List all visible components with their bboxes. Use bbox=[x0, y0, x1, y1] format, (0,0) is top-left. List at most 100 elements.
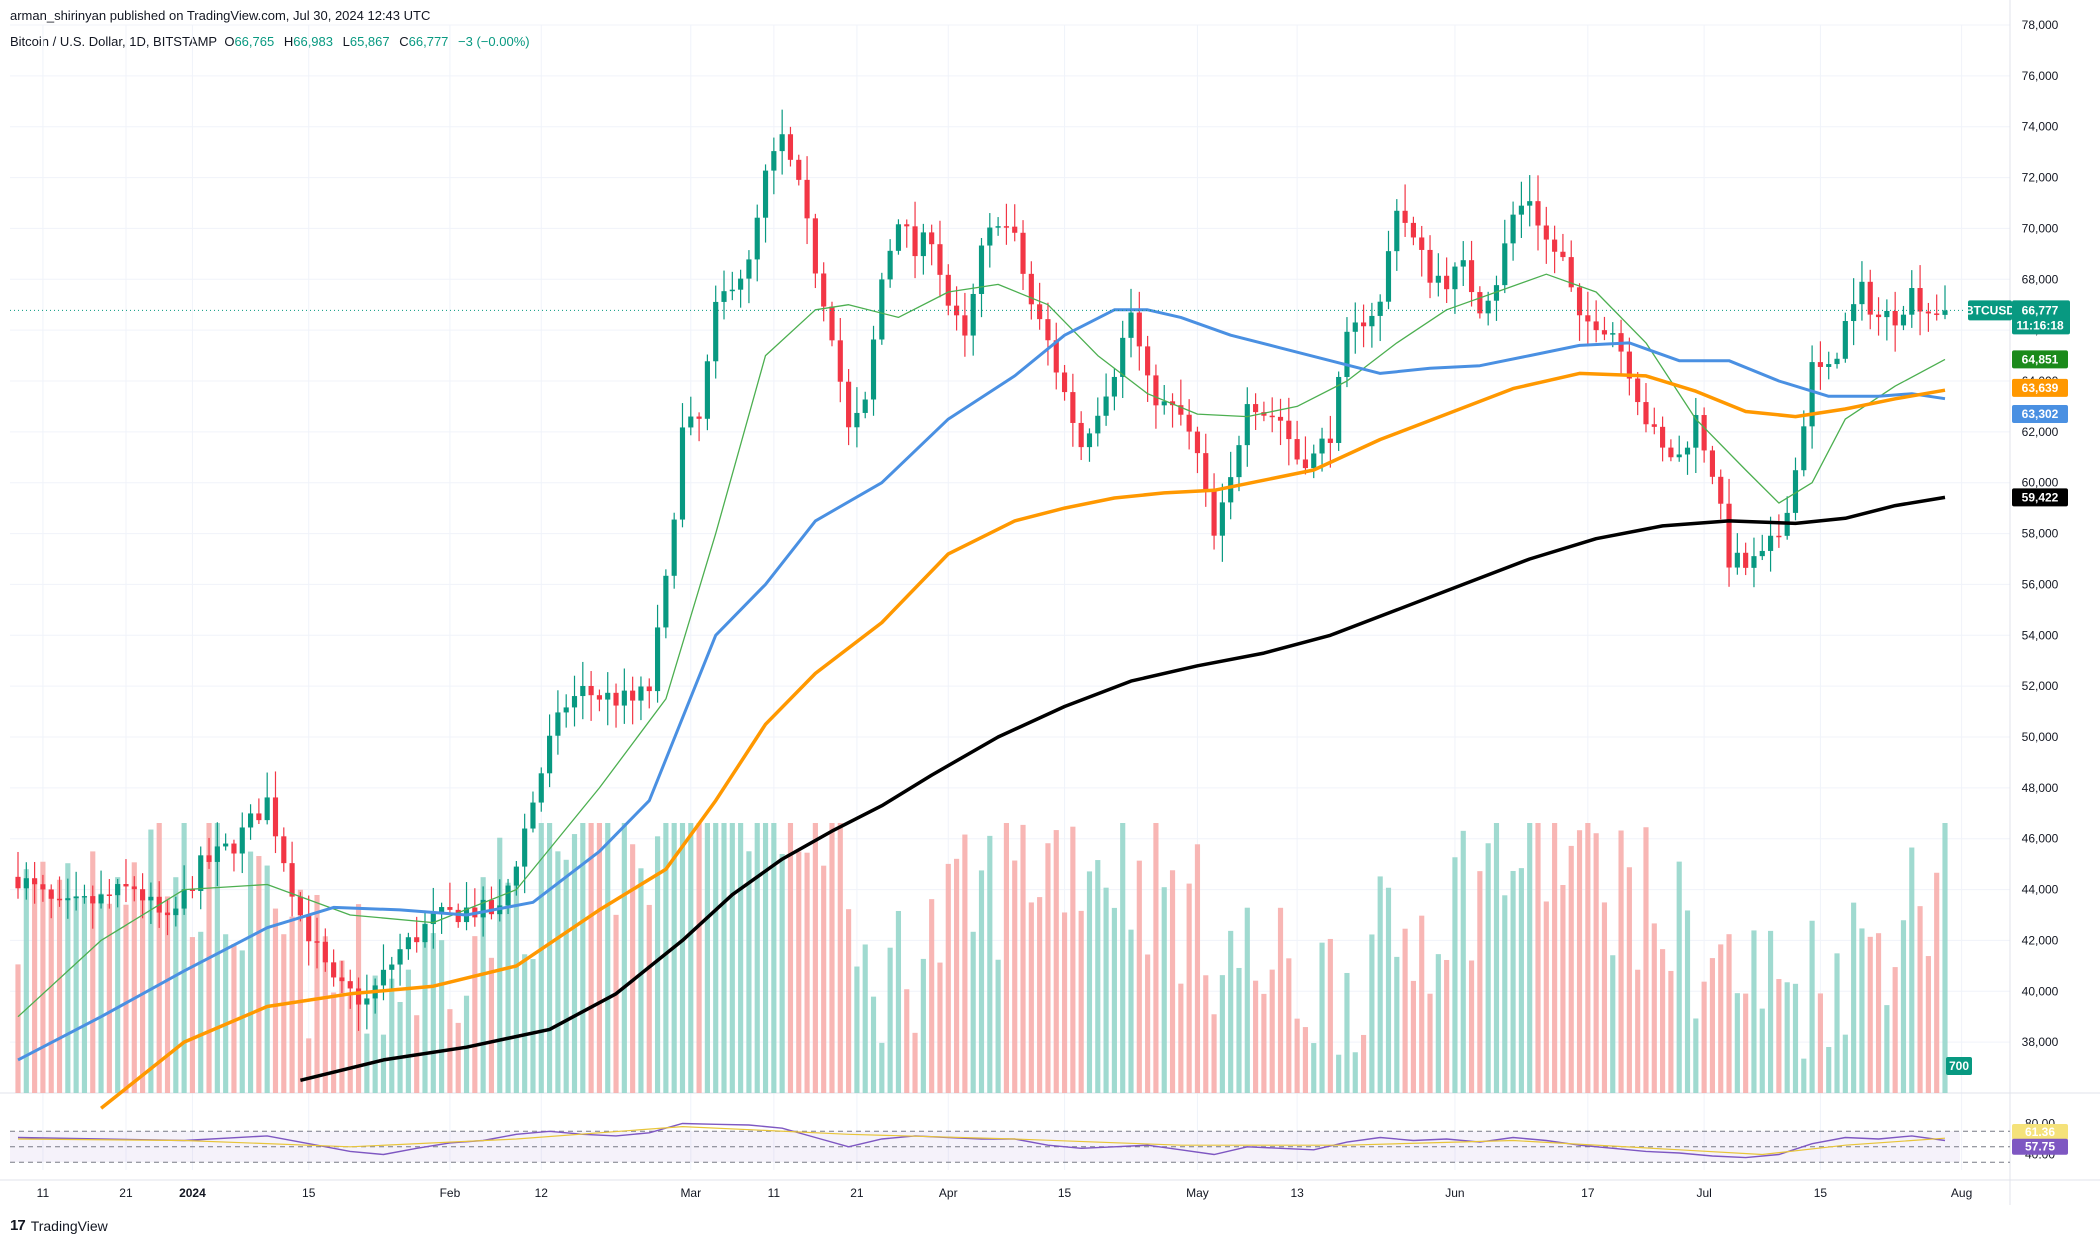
price-tick-label: 42,000 bbox=[2022, 933, 2059, 947]
volume-bar bbox=[1767, 930, 1774, 1093]
volume-bar bbox=[98, 893, 104, 1093]
candle-body bbox=[1111, 376, 1117, 397]
candle-body bbox=[837, 340, 843, 382]
volume-bar bbox=[638, 868, 644, 1093]
candle-body bbox=[15, 876, 21, 889]
date-tick-label: 11 bbox=[768, 1186, 781, 1200]
candle-body bbox=[1917, 288, 1923, 312]
candle-body bbox=[73, 896, 79, 899]
candle-body bbox=[1203, 453, 1209, 491]
price-tick-label: 50,000 bbox=[2022, 730, 2059, 744]
candle-body bbox=[98, 894, 104, 904]
volume-bar bbox=[1095, 860, 1101, 1093]
rsi-ma-line bbox=[17, 1125, 1946, 1156]
rsi-tag: 57.75 bbox=[2025, 1140, 2055, 1154]
candle-body bbox=[970, 293, 976, 336]
volume-bar bbox=[314, 894, 320, 1093]
volume-bar bbox=[123, 904, 129, 1093]
candle-body bbox=[654, 627, 661, 692]
candle-body bbox=[1377, 301, 1383, 316]
volume-bar bbox=[1925, 956, 1931, 1093]
low-value: 65,867 bbox=[349, 34, 390, 49]
candle-body bbox=[1668, 447, 1674, 458]
candle-body bbox=[920, 232, 926, 257]
candle-body bbox=[1892, 310, 1898, 326]
volume-bar bbox=[106, 903, 112, 1093]
volume-bar bbox=[1145, 954, 1151, 1093]
volume-tag: 700 bbox=[1949, 1059, 1969, 1073]
ma200-tag-bg bbox=[2012, 488, 2068, 507]
candle-body bbox=[945, 274, 951, 306]
volume-bar bbox=[1942, 823, 1948, 1093]
candle-body bbox=[32, 878, 38, 885]
date-tick-label: 15 bbox=[302, 1186, 316, 1200]
volume-bar bbox=[223, 934, 229, 1093]
volume-bar bbox=[1651, 923, 1657, 1093]
candle-body bbox=[704, 361, 710, 419]
candle-body bbox=[746, 259, 752, 279]
volume-bar bbox=[90, 851, 96, 1093]
volume-bar bbox=[895, 910, 902, 1093]
volume-bar bbox=[1352, 1052, 1358, 1093]
volume-bar bbox=[81, 897, 88, 1093]
symbol-legend[interactable]: Bitcoin / U.S. Dollar, 1D, BITSTAMP O66,… bbox=[10, 34, 536, 49]
candle-body bbox=[48, 889, 54, 899]
price-tick-label: 60,000 bbox=[2022, 476, 2059, 490]
volume-bar bbox=[1294, 1018, 1300, 1093]
candle-body bbox=[1518, 205, 1524, 215]
volume-bar bbox=[380, 1034, 387, 1093]
rsi-ma-tag: 61.36 bbox=[2025, 1125, 2055, 1139]
volume-bar bbox=[306, 1038, 312, 1093]
candle-body bbox=[214, 846, 220, 862]
volume-bar bbox=[738, 823, 744, 1093]
volume-bar bbox=[547, 823, 553, 1093]
candle-body bbox=[937, 244, 943, 275]
date-tick-label: 13 bbox=[1290, 1186, 1304, 1200]
date-tick-label: 15 bbox=[1814, 1186, 1828, 1200]
volume-bar bbox=[1668, 970, 1674, 1093]
candle-body bbox=[1045, 319, 1051, 341]
candle-body bbox=[1767, 535, 1774, 551]
moving-averages bbox=[10, 273, 1970, 1110]
volume-bar bbox=[1635, 969, 1641, 1093]
volume-bar bbox=[1751, 930, 1757, 1093]
candle-body bbox=[1651, 424, 1657, 427]
candle-body bbox=[1419, 237, 1425, 250]
volume-bar bbox=[754, 823, 760, 1093]
candle-body bbox=[488, 899, 495, 915]
price-tick-label: 68,000 bbox=[2022, 272, 2059, 286]
candle-body bbox=[1095, 415, 1101, 434]
volume-bar bbox=[339, 960, 345, 1093]
ma-line-ma100 bbox=[100, 371, 1946, 1110]
volume-bar bbox=[654, 836, 661, 1093]
volume-bar bbox=[1194, 844, 1201, 1093]
candle-body bbox=[1228, 477, 1234, 503]
candle-body bbox=[771, 151, 777, 171]
candle-body bbox=[164, 912, 171, 916]
price-tick-label: 70,000 bbox=[2022, 221, 2059, 235]
volume-bar bbox=[1269, 969, 1275, 1093]
candle-body bbox=[1361, 322, 1367, 327]
candle-body bbox=[1460, 260, 1466, 267]
candle-body bbox=[1153, 375, 1159, 406]
volume-bar bbox=[173, 877, 179, 1093]
candle-body bbox=[1826, 364, 1832, 367]
volume-bar bbox=[1684, 910, 1691, 1093]
price-tick-label: 48,000 bbox=[2022, 781, 2059, 795]
open-value: 66,765 bbox=[234, 34, 275, 49]
volume-bar bbox=[1253, 980, 1259, 1093]
tradingview-brand[interactable]: 17 TradingView bbox=[10, 1217, 108, 1234]
candle-body bbox=[1676, 454, 1682, 458]
volume-bar bbox=[1012, 860, 1018, 1093]
volume-bar bbox=[289, 916, 295, 1093]
candle-body bbox=[1211, 490, 1217, 536]
candle-body bbox=[846, 381, 852, 428]
date-tick-label: 17 bbox=[1581, 1186, 1595, 1200]
candle-body bbox=[1934, 313, 1940, 315]
volume-bar bbox=[156, 823, 162, 1093]
volume-bar bbox=[1444, 959, 1450, 1093]
candle-body bbox=[1527, 201, 1533, 206]
candle-body bbox=[1086, 433, 1093, 448]
candle-body bbox=[1792, 470, 1799, 513]
